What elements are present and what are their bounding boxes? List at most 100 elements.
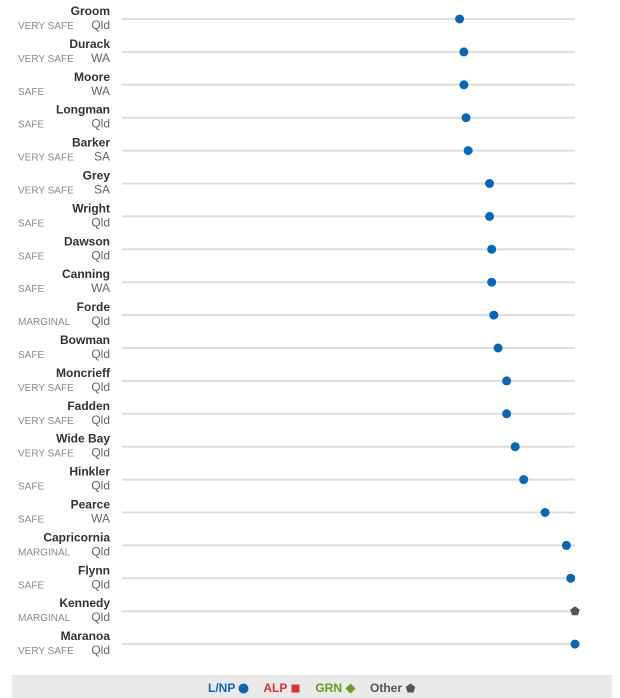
seat-margin: SAFE — [18, 251, 44, 262]
pentagon-icon — [405, 683, 416, 693]
seat-marker — [519, 475, 529, 485]
seat-name: Longman — [56, 103, 110, 117]
legend-item-alp[interactable]: ALP — [263, 680, 301, 695]
seat-name: Groom — [71, 4, 110, 18]
seat-state: Qld — [91, 380, 110, 394]
seat-margin: VERY SAFE — [18, 416, 74, 427]
seat-marker — [561, 540, 571, 550]
seat-row: Dawson SAFE Qld — [18, 234, 575, 262]
seat-margin: SAFE — [18, 580, 44, 591]
seat-marker — [455, 14, 465, 24]
seat-state: WA — [91, 281, 110, 295]
seat-marker — [502, 376, 512, 386]
seat-row: Canning SAFE WA — [18, 267, 575, 295]
seat-margin: VERY SAFE — [18, 646, 74, 657]
seat-margin: MARGINAL — [18, 317, 71, 328]
seat-state: Qld — [91, 248, 110, 262]
square-icon — [291, 684, 300, 693]
seat-margin: SAFE — [18, 87, 44, 98]
seat-state: SA — [94, 150, 110, 164]
seat-margin: VERY SAFE — [18, 21, 74, 32]
seat-row: Forde MARGINAL Qld — [18, 300, 575, 328]
seat-marker — [487, 244, 497, 254]
seat-name: Forde — [77, 300, 111, 314]
seat-marker — [510, 442, 520, 452]
legend-marker — [238, 683, 249, 694]
seat-row: Longman SAFE Qld — [18, 103, 575, 131]
seat-marker — [570, 606, 580, 616]
legend-label: Other — [370, 681, 403, 696]
legend: L/NP ALP GRN Other — [12, 675, 612, 698]
seat-state: Qld — [91, 544, 110, 558]
diamond-icon — [345, 683, 356, 694]
seat-marker — [485, 179, 495, 188]
seat-marker — [489, 310, 499, 320]
seat-state: Qld — [91, 643, 110, 657]
legend-items: L/NP ALP GRN Other — [12, 680, 612, 695]
seat-row: Barker VERY SAFE SA — [18, 136, 575, 164]
seat-row: Groom VERY SAFE Qld — [18, 4, 575, 32]
seat-state: Qld — [91, 215, 110, 229]
seat-name: Wright — [72, 201, 110, 215]
seat-name: Dawson — [64, 234, 110, 248]
legend-marker — [291, 684, 300, 693]
seat-marker — [463, 146, 473, 156]
seat-row: Moore SAFE WA — [18, 70, 575, 98]
legend-item-lnp[interactable]: L/NP — [208, 680, 249, 695]
seat-margin: SAFE — [18, 218, 44, 229]
seat-state: Qld — [91, 314, 110, 328]
seat-name: Bowman — [60, 333, 110, 347]
seat-name: Maranoa — [61, 629, 111, 643]
seat-row: Durack VERY SAFE WA — [18, 37, 575, 65]
seat-row: Wide Bay VERY SAFE Qld — [18, 432, 575, 460]
seat-state: Qld — [91, 577, 110, 591]
seat-row: Maranoa VERY SAFE Qld — [18, 629, 580, 657]
legend-item-grn[interactable]: GRN — [315, 680, 356, 695]
legend-item-other[interactable]: Other — [370, 680, 416, 695]
legend-marker — [345, 683, 356, 694]
seat-state: SA — [94, 183, 110, 197]
seat-margin: VERY SAFE — [18, 54, 74, 65]
seat-name: Moore — [74, 70, 110, 84]
seat-marker — [502, 409, 512, 419]
seat-name: Fadden — [67, 399, 110, 413]
legend-label: ALP — [263, 681, 288, 696]
seat-state: Qld — [91, 347, 110, 361]
seat-row: Kennedy MARGINAL Qld — [18, 596, 580, 624]
seat-marker — [485, 211, 495, 221]
seat-name: Hinkler — [69, 465, 110, 479]
seat-marker — [570, 639, 580, 649]
seat-row: Capricornia MARGINAL Qld — [18, 530, 575, 558]
seat-row: Grey VERY SAFE SA — [18, 169, 575, 197]
seat-row: Flynn SAFE Qld — [18, 563, 576, 591]
seat-marker — [459, 47, 469, 57]
seat-margin: VERY SAFE — [18, 153, 74, 164]
seat-row: Wright SAFE Qld — [18, 201, 575, 229]
seat-name: Wide Bay — [56, 432, 110, 446]
seat-name: Canning — [62, 267, 110, 281]
seat-row: Hinkler SAFE Qld — [18, 465, 575, 493]
seat-margin: SAFE — [18, 482, 44, 493]
seat-margin: VERY SAFE — [18, 449, 74, 460]
seat-state: WA — [91, 512, 110, 526]
seat-margin: MARGINAL — [18, 547, 71, 558]
seat-name: Pearce — [71, 498, 111, 512]
seat-state: Qld — [91, 446, 110, 460]
legend-label: GRN — [315, 681, 342, 696]
seat-state: WA — [91, 84, 110, 98]
seat-row: Fadden VERY SAFE Qld — [18, 399, 575, 427]
seat-margin: VERY SAFE — [18, 186, 74, 197]
seat-marker — [461, 113, 471, 123]
seat-margin: SAFE — [18, 350, 44, 361]
seat-state: WA — [91, 51, 110, 65]
seat-margin: SAFE — [18, 120, 44, 131]
seat-state: Qld — [91, 413, 110, 427]
seat-margin: MARGINAL — [18, 613, 71, 624]
legend-label: L/NP — [207, 681, 236, 696]
seat-state: Qld — [91, 479, 110, 493]
seat-marker — [487, 277, 497, 287]
seat-marker — [493, 343, 503, 353]
seat-row: Bowman SAFE Qld — [18, 333, 575, 361]
legend-marker — [405, 683, 416, 693]
seat-state: Qld — [91, 117, 110, 131]
